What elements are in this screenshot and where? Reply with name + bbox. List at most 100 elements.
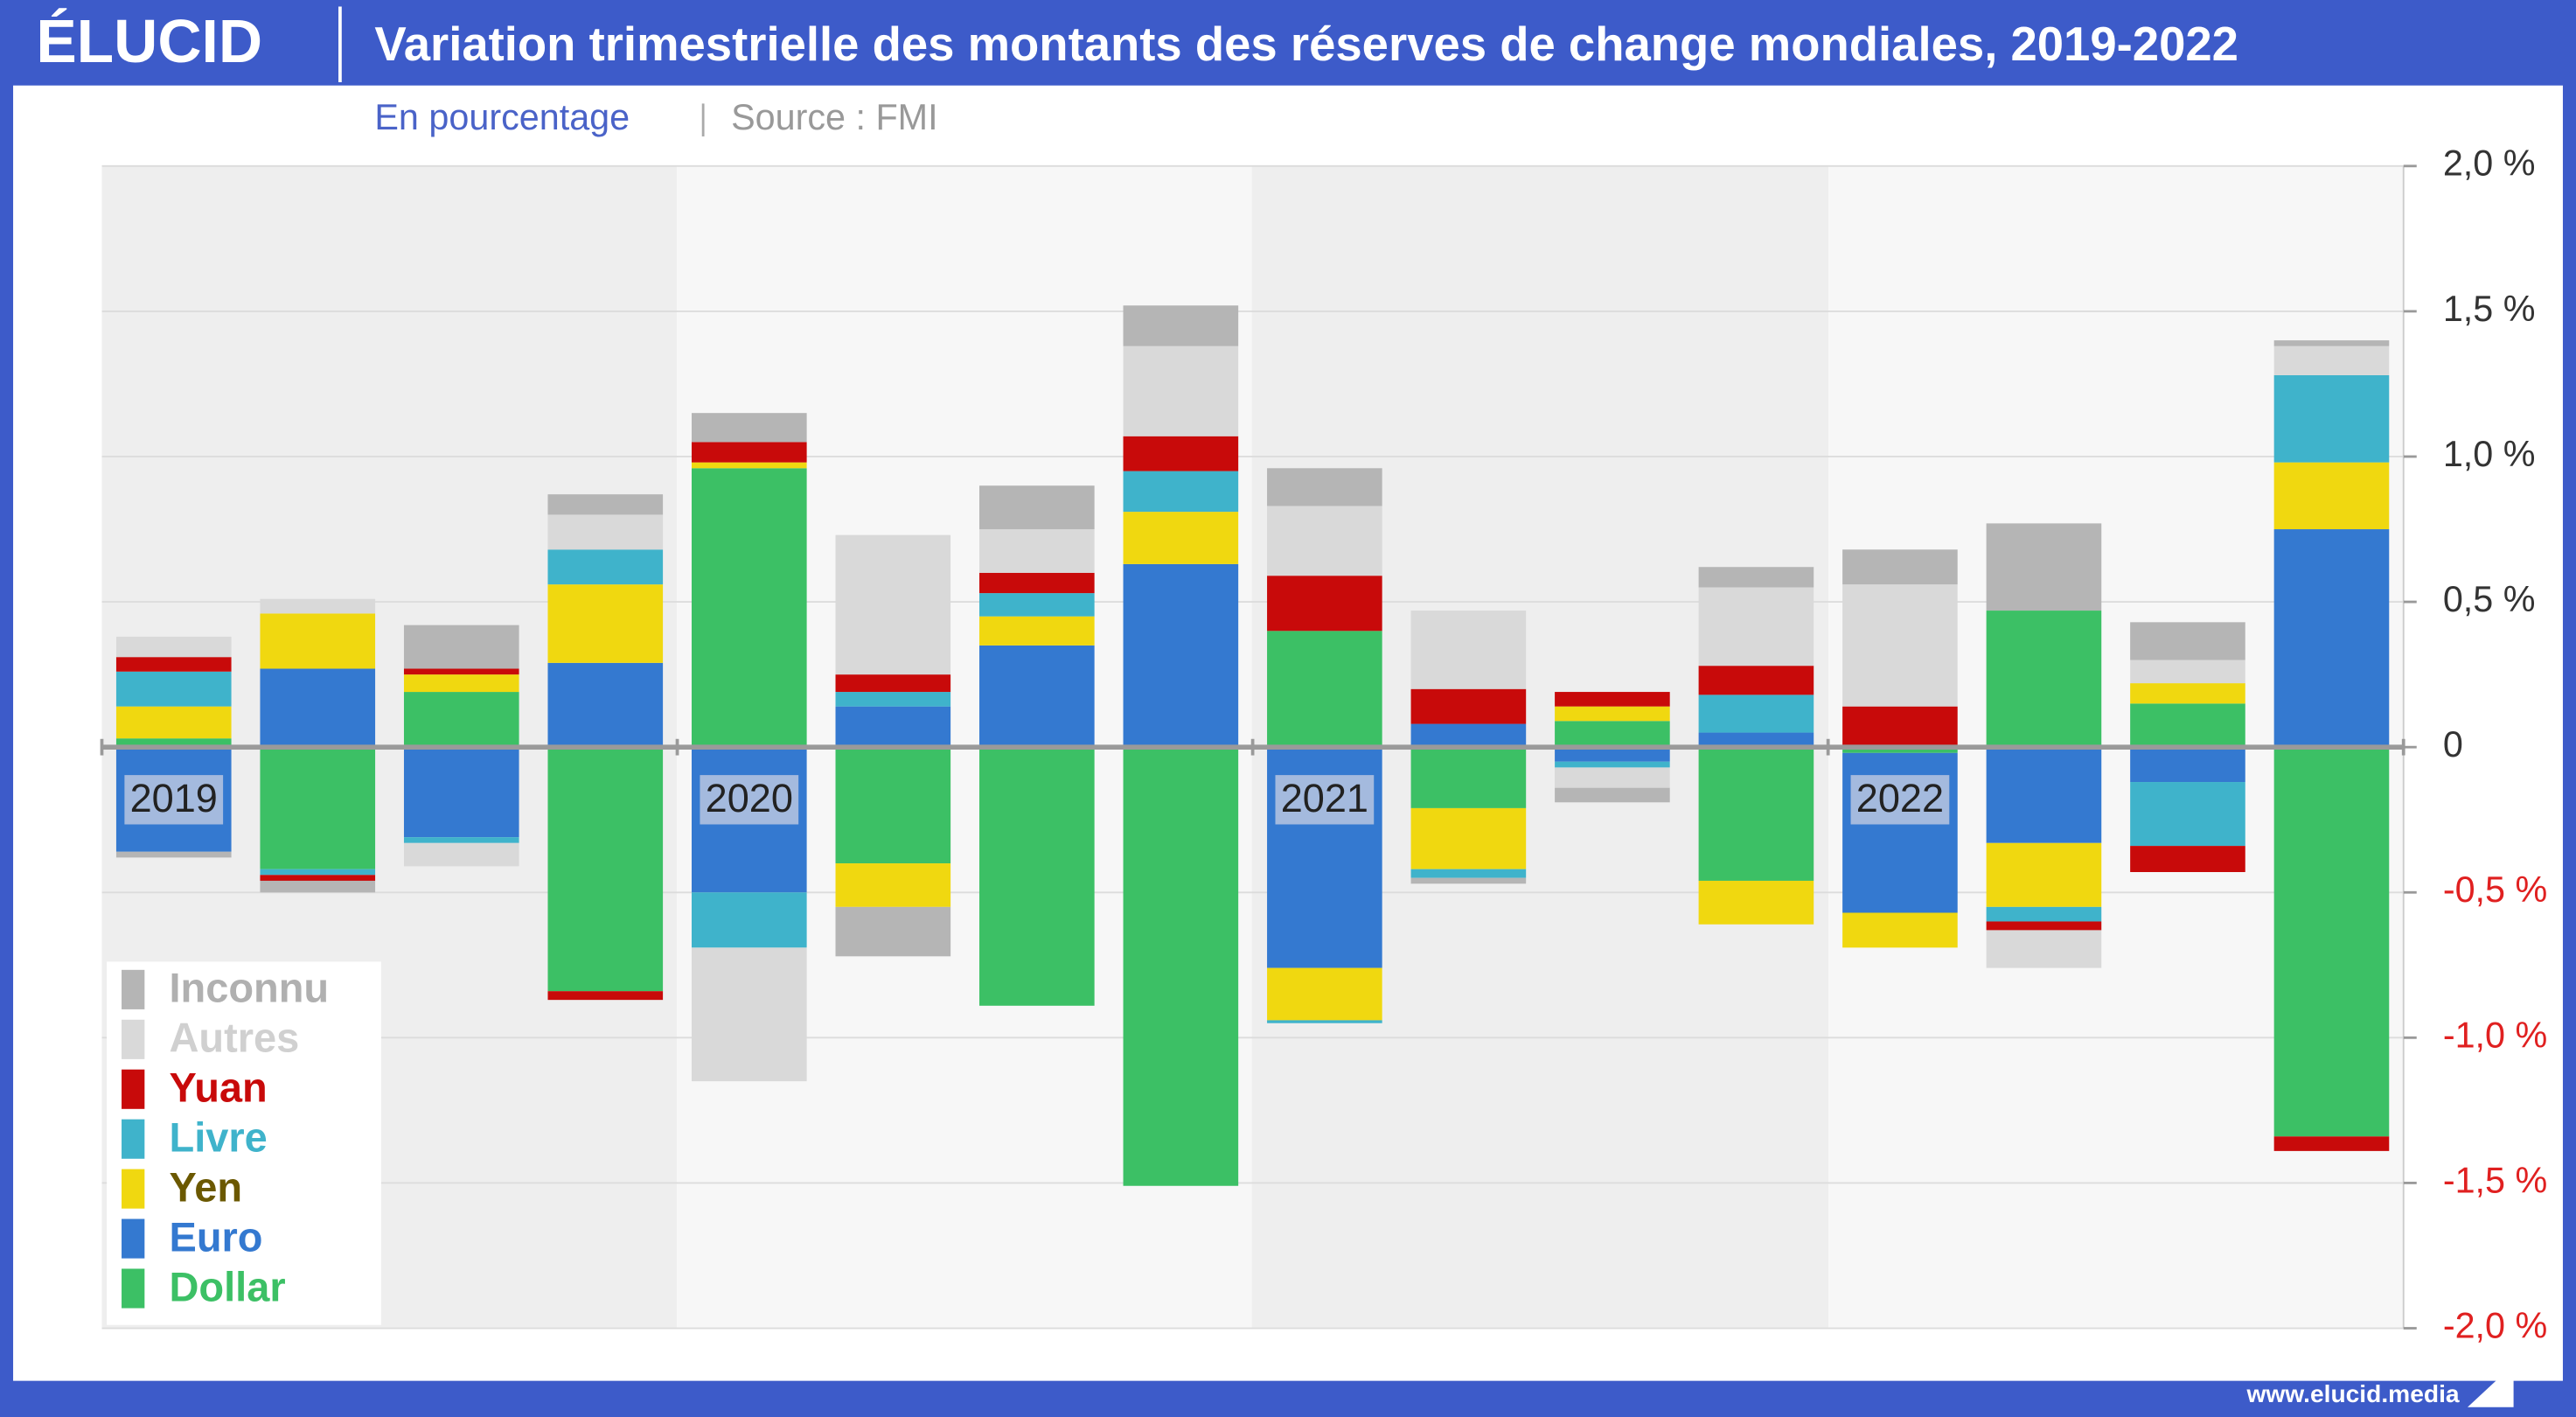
bar-segment (2130, 660, 2245, 684)
bar-segment (2130, 747, 2245, 783)
bar-segment (1986, 747, 2102, 843)
bar-segment (835, 906, 951, 957)
bar-segment (115, 636, 232, 658)
bar-segment (1267, 631, 1382, 748)
bar-segment (1698, 587, 1814, 667)
bar-segment (835, 863, 951, 907)
bar-segment (547, 584, 664, 663)
bar-segment (1986, 611, 2102, 748)
bar-segment (835, 692, 951, 707)
y-tick-label: 0 (2443, 724, 2463, 764)
bar-segment (2130, 703, 2245, 748)
bar-segment (1123, 512, 1239, 564)
bar-segment (403, 625, 519, 669)
bar-segment (691, 462, 807, 469)
bar-segment (691, 468, 807, 748)
bar-segment (2273, 1136, 2390, 1151)
y-tick-label: 1,5 % (2443, 289, 2536, 329)
bar-segment (1123, 436, 1239, 471)
bar-segment (1986, 842, 2102, 907)
x-tick-label: 2019 (130, 776, 218, 820)
bar-segment (403, 692, 519, 748)
bar-segment (1267, 1020, 1382, 1023)
bar-segment (691, 947, 807, 1082)
bar-segment (2130, 683, 2245, 704)
brand-logo: ÉLUCID (36, 7, 262, 75)
bar-segment (403, 837, 519, 843)
legend-swatch (122, 969, 145, 1009)
legend-swatch (122, 1119, 145, 1159)
y-tick-label: -1,5 % (2443, 1160, 2547, 1200)
bar-segment (979, 529, 1095, 573)
bar-segment (1698, 695, 1814, 733)
bar-segment (835, 534, 951, 675)
bar-segment (1842, 549, 1958, 585)
bar-segment (1555, 767, 1670, 788)
bar-segment (115, 851, 232, 858)
bar-segment (1698, 732, 1814, 748)
bar-segment (403, 668, 519, 675)
bar-segment (835, 706, 951, 748)
bar-segment (1410, 688, 1527, 724)
bar-segment (1267, 506, 1382, 576)
x-tick-label: 2020 (706, 776, 793, 820)
bar-segment (2273, 340, 2390, 346)
bar-segment (260, 668, 376, 748)
bar-segment (691, 413, 807, 443)
bar-segment (1698, 567, 1814, 588)
legend-label: Yen (170, 1163, 243, 1210)
bar-segment (115, 706, 232, 739)
bar-segment (260, 869, 376, 876)
bar-segment (2273, 747, 2390, 1137)
category-label-box (1275, 775, 1375, 825)
bar-segment (1123, 747, 1239, 1186)
bar-segment (2273, 529, 2390, 748)
bar-segment (1410, 747, 1527, 808)
category-label-box (124, 775, 224, 825)
bar-segment (1698, 666, 1814, 695)
y-tick-label: 0,5 % (2443, 579, 2536, 619)
chart-source: Source : FMI (731, 97, 938, 137)
bar-segment (547, 549, 664, 585)
y-tick-label: 2,0 % (2443, 143, 2536, 184)
bar-segment (1842, 747, 1958, 753)
bar-segment (2130, 782, 2245, 847)
y-tick-label: -0,5 % (2443, 869, 2547, 910)
bar-segment (547, 494, 664, 515)
bar-segment (1986, 523, 2102, 611)
bar-segment (1410, 723, 1527, 748)
x-tick-label: 2021 (1281, 776, 1368, 820)
bar-segment (1698, 880, 1814, 925)
bar-segment (1842, 706, 1958, 748)
x-tick-label: 2022 (1856, 776, 1944, 820)
bar-segment (2273, 462, 2390, 530)
bar-segment (979, 645, 1095, 748)
bar-segment (1986, 930, 2102, 968)
bar-segment (115, 738, 232, 748)
bar-segment (1555, 721, 1670, 748)
bar-segment (1555, 747, 1670, 762)
bar-segment (979, 572, 1095, 594)
bar-segment (260, 875, 376, 881)
bar-segment (403, 747, 519, 838)
bar-segment (547, 514, 664, 550)
bar-segment (979, 485, 1095, 530)
bar-segment (1410, 611, 1527, 689)
legend-swatch (122, 1218, 145, 1259)
bar-segment (115, 657, 232, 672)
bar-segment (260, 613, 376, 669)
legend-label: Inconnu (170, 965, 330, 1011)
bar-segment (1698, 747, 1814, 881)
bar-segment (1555, 761, 1670, 768)
bar-segment (1410, 877, 1527, 884)
bar-segment (1555, 692, 1670, 707)
bar-segment (260, 747, 376, 869)
bar-segment (403, 674, 519, 693)
bar-segment (1267, 576, 1382, 632)
bar-segment (691, 442, 807, 463)
legend-swatch (122, 1019, 145, 1059)
bar-segment (1842, 584, 1958, 707)
bar-segment (260, 598, 376, 614)
